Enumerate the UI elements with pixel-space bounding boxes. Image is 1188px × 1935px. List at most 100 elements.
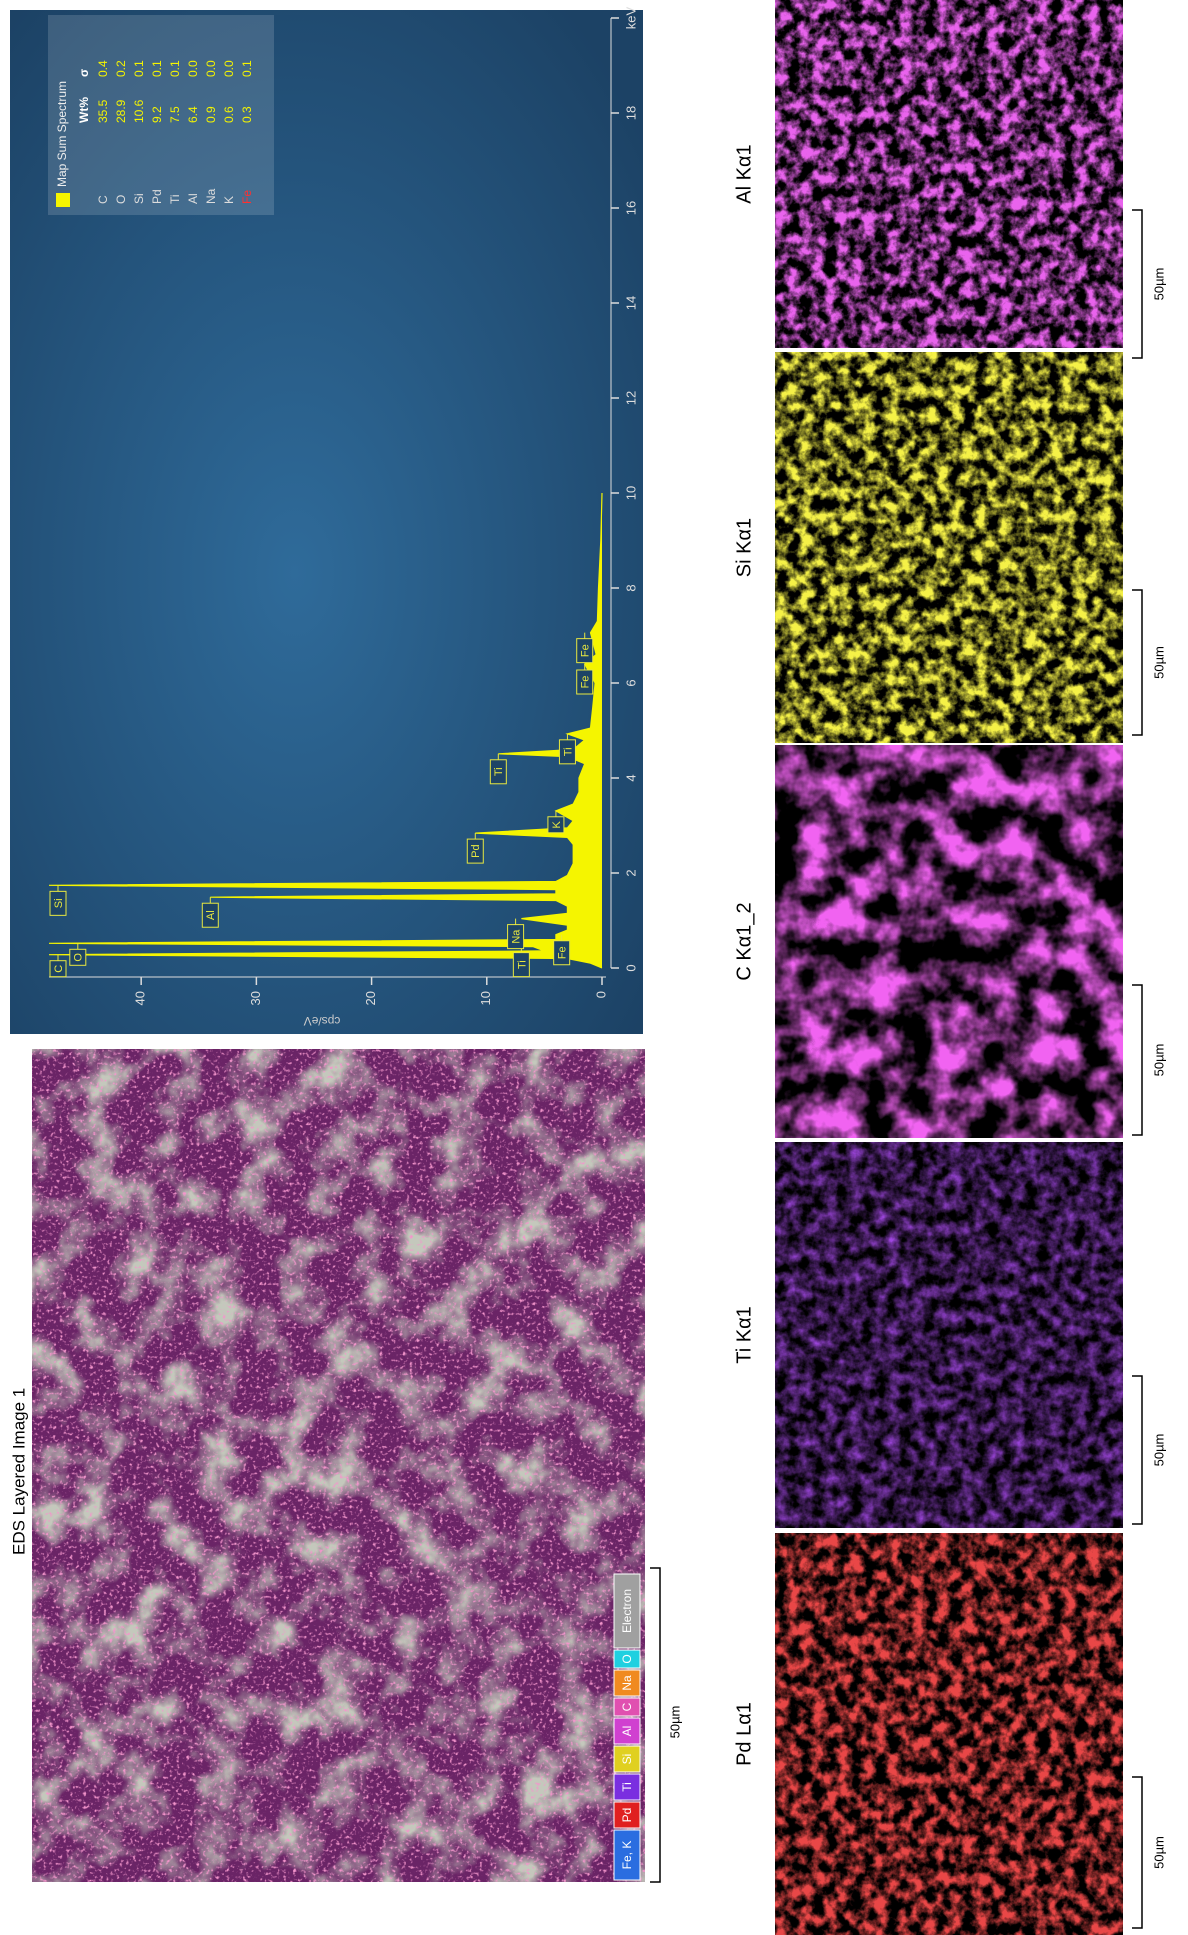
peak-label: K — [551, 820, 563, 828]
legend-label: Na — [620, 1675, 634, 1691]
legend-chip — [613, 1717, 641, 1745]
map-label: C Kα1_2 — [733, 902, 755, 980]
peak-label-box — [49, 960, 67, 978]
peak-label-box — [69, 948, 87, 966]
legend-sigma: 0.2 — [114, 60, 128, 77]
peak-label-box — [201, 902, 219, 928]
legend-wt: 7.5 — [168, 106, 182, 123]
y-axis-label: cps/eV — [304, 1014, 341, 1028]
legend-element: Al — [186, 193, 200, 204]
legend-chip — [613, 1697, 641, 1717]
legend-chip — [613, 1649, 641, 1669]
scale-bar — [650, 1567, 661, 1883]
legend-title: Map Sum Spectrum — [55, 81, 69, 187]
x-tick-label: 14 — [623, 296, 638, 310]
map-scale-bar — [1132, 1375, 1143, 1525]
legend-label: C — [620, 1702, 634, 1711]
map-scale-bar — [1132, 1776, 1143, 1929]
x-tick-label: 6 — [623, 679, 638, 686]
legend-column: Wt% — [77, 97, 91, 123]
legend-wt: 35.5 — [96, 99, 110, 123]
map-label: Al Kα1 — [733, 144, 755, 203]
figure-body: EDS Layered Image 1 50µm Fe, K Pd Ti Si Al C N… — [9, 0, 1166, 1935]
legend-chip — [613, 1745, 641, 1773]
map-scale-label: 50µm — [1151, 1044, 1166, 1077]
legend-sigma: 0.4 — [96, 60, 110, 77]
legend-swatch — [56, 193, 70, 207]
peak-label: Fe — [580, 676, 592, 689]
map-image — [775, 1533, 1123, 1935]
legend-label: Ti — [620, 1782, 634, 1792]
legend-element: K — [222, 196, 236, 204]
map-label: Pd Lα1 — [733, 1702, 755, 1766]
legend-element: C — [96, 195, 110, 204]
peak-label-box — [49, 890, 67, 916]
map-scale-label: 50µm — [1151, 1836, 1166, 1869]
y-tick-label: 10 — [478, 991, 493, 1005]
map-label: Si Kα1 — [733, 518, 755, 577]
x-tick-label: 4 — [623, 774, 638, 781]
legend-wt: 0.9 — [204, 106, 218, 123]
peak-label: Na — [511, 929, 523, 944]
legend-chip — [613, 1573, 641, 1649]
legend-sigma: 0.1 — [240, 60, 254, 77]
map-scale-label: 50µm — [1151, 646, 1166, 679]
map-image — [775, 745, 1123, 1138]
peak-label: Ti — [516, 960, 528, 969]
peak-label: Ti — [493, 767, 505, 776]
spectrum — [48, 492, 603, 969]
legend-label: Pd — [620, 1808, 634, 1823]
legend-wt: 0.6 — [222, 106, 236, 123]
peak-label-box — [553, 940, 571, 966]
peak-label-box — [576, 669, 594, 695]
map-scale-label: 50µm — [1151, 268, 1166, 301]
legend-element: Ti — [168, 194, 182, 204]
legend-sigma: 0.0 — [222, 60, 236, 77]
peak-label-box — [512, 952, 530, 978]
spectrum-panel — [10, 10, 643, 1034]
map-scale-bar — [1132, 589, 1143, 736]
scale-label: 50µm — [667, 1706, 682, 1739]
peak-label-box — [576, 638, 594, 664]
peak-label: Si — [53, 898, 65, 908]
legend-chip — [613, 1829, 641, 1881]
layered-title: EDS Layered Image 1 — [9, 1388, 28, 1555]
peak-label: Ti — [562, 747, 574, 756]
legend-wt: 6.4 — [186, 106, 200, 123]
peak-label-box — [466, 838, 484, 864]
legend-column: σ — [77, 69, 91, 77]
map-scale-bar — [1132, 984, 1143, 1136]
layered-speckle — [32, 1049, 645, 1882]
x-tick-label: 10 — [623, 486, 638, 500]
x-tick-label: keV — [623, 6, 638, 29]
x-tick-label: 18 — [623, 106, 638, 120]
legend-label: Fe, K — [620, 1841, 634, 1870]
legend-chip — [613, 1801, 641, 1829]
y-tick-label: 40 — [133, 991, 148, 1005]
peak-label: Fe — [557, 946, 569, 959]
legend-sigma: 0.0 — [204, 60, 218, 77]
peak-label: O — [73, 953, 85, 962]
legend-element: O — [114, 195, 128, 204]
peak-label-box — [547, 816, 565, 834]
legend-label: Al — [620, 1726, 634, 1737]
legend-chip — [613, 1669, 641, 1697]
map-label: Ti Kα1 — [733, 1306, 755, 1364]
legend-chip — [613, 1773, 641, 1801]
legend-sigma: 0.1 — [168, 60, 182, 77]
legend-wt: 0.3 — [240, 106, 254, 123]
x-tick-label: 16 — [623, 201, 638, 215]
legend-wt: 28.9 — [114, 99, 128, 123]
map-scale-bar — [1132, 209, 1143, 359]
legend-element: Si — [132, 193, 146, 204]
peak-label: C — [53, 965, 65, 973]
y-tick-label: 20 — [363, 991, 378, 1005]
map-image — [775, 352, 1123, 743]
peak-label-box — [507, 924, 525, 950]
map-scale-label: 50µm — [1151, 1434, 1166, 1467]
map-image — [775, 1142, 1123, 1528]
y-tick-label: 30 — [248, 991, 263, 1005]
peak-label: Al — [205, 910, 217, 920]
